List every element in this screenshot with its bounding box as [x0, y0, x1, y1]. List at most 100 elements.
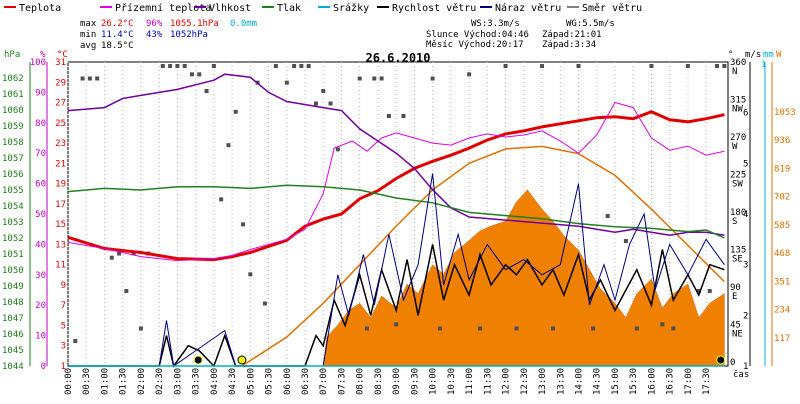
wind-dir-mark-0: [73, 339, 78, 343]
wind-dir-mark-34: [357, 76, 362, 81]
axis-label-x: čas: [733, 369, 749, 380]
wind-dir-mark-25: [273, 64, 278, 68]
stats-min-label: min: [80, 30, 96, 40]
wind-dir-mark-51: [605, 214, 610, 218]
wind-dir-mark-19: [226, 143, 231, 148]
tick-x-13: 06:30: [301, 368, 311, 395]
wind-dir-mark-24: [262, 301, 267, 306]
wind-dir-mark-8: [138, 326, 143, 331]
wind-dir-mark-21: [241, 222, 246, 227]
wind-dir-mark-28: [299, 64, 304, 68]
tick-temp-29: 29: [55, 78, 66, 88]
tick-dir-5: 225: [730, 171, 746, 181]
tick-rain-top: 1: [761, 60, 766, 70]
tick-press-1045: 1045: [2, 346, 24, 356]
wind-dir-mark-29: [306, 64, 311, 68]
wind-dir-mark-44: [478, 326, 483, 331]
tick-press-1057: 1057: [2, 154, 24, 164]
legend-label-gust: Náraz větru: [495, 2, 561, 14]
moonset-marker: [193, 355, 203, 365]
sunrise-marker: [237, 355, 247, 365]
tick-press-1046: 1046: [2, 330, 24, 340]
tick-solar-819: 819: [774, 164, 790, 174]
tick-temp-9: 9: [61, 281, 66, 291]
tick-temp-17: 17: [55, 200, 66, 210]
series-line-3: [67, 184, 725, 239]
tick-wind-3: 3: [743, 261, 748, 271]
tick-dir-6: 270: [730, 133, 746, 143]
tick-solar-351: 351: [774, 277, 790, 287]
axis-label-dir: °: [728, 50, 733, 60]
tick-solar-234: 234: [774, 306, 790, 316]
tick-dir-name-8: N: [732, 67, 737, 77]
stats-sun-rise: Slunce Východ:04:46: [426, 30, 529, 40]
tick-hum-90: 90: [35, 88, 46, 98]
wind-dir-mark-17: [211, 64, 216, 68]
wind-dir-mark-36: [372, 76, 377, 81]
wind-dir-mark-55: [660, 322, 665, 327]
tick-x-12: 06:00: [283, 368, 293, 395]
solar-area: [322, 189, 725, 367]
axis-label-wind: m/s: [745, 50, 761, 60]
wind-dir-mark-46: [514, 326, 519, 331]
wind-dir-mark-54: [649, 64, 654, 68]
tick-press-1044: 1044: [2, 362, 24, 372]
wind-dir-mark-61: [722, 64, 727, 68]
stats-avg-label: avg: [80, 41, 96, 51]
wind-dir-mark-49: [576, 64, 581, 68]
tick-press-1062: 1062: [2, 74, 24, 84]
wind-dir-mark-37: [379, 76, 384, 81]
tick-press-1055: 1055: [2, 186, 24, 196]
wind-dir-mark-47: [540, 64, 545, 68]
wind-dir-mark-50: [591, 326, 596, 331]
wind-dir-mark-38: [386, 114, 391, 118]
tick-press-1053: 1053: [2, 218, 24, 228]
tick-x-31: 15:30: [629, 368, 639, 395]
tick-hum-60: 60: [35, 180, 46, 190]
tick-temp-25: 25: [55, 119, 66, 129]
wind-dir-mark-13: [182, 64, 187, 68]
tick-hum-0: 0: [41, 362, 46, 372]
wind-dir-mark-39: [394, 322, 399, 327]
tick-dir-name-1: NE: [732, 330, 743, 340]
tick-x-16: 08:00: [356, 368, 366, 395]
stats-sun-set: Západ:21:01: [542, 30, 602, 40]
wind-dir-mark-60: [715, 64, 720, 68]
tick-x-1: 00:30: [82, 368, 92, 395]
tick-x-33: 16:30: [666, 368, 676, 395]
tick-solar-117: 117: [774, 334, 790, 344]
tick-x-20: 10:00: [429, 368, 439, 395]
tick-hum-30: 30: [35, 271, 46, 281]
legend-label-hum: Vlhkost: [209, 3, 251, 14]
wind-dir-mark-2: [87, 76, 92, 81]
axis-label-press: hPa: [4, 50, 20, 60]
wind-dir-mark-27: [292, 64, 297, 68]
tick-press-1059: 1059: [2, 122, 24, 132]
tick-press-1054: 1054: [2, 202, 24, 212]
tick-press-1058: 1058: [2, 138, 24, 148]
tick-x-4: 02:00: [137, 368, 147, 395]
tick-dir-name-2: E: [732, 292, 737, 302]
tick-press-1050: 1050: [2, 266, 24, 276]
tick-dir-8: 360: [730, 58, 746, 68]
tick-x-5: 02:30: [155, 368, 165, 395]
stats-max-temp: 26.2°C: [101, 19, 134, 29]
wind-dir-mark-57: [685, 64, 690, 68]
stats-max-label: max: [80, 19, 97, 29]
tick-x-21: 10:30: [447, 368, 457, 395]
tick-hum-40: 40: [35, 240, 46, 250]
wind-dir-mark-5: [117, 251, 122, 256]
tick-x-35: 17:30: [702, 368, 712, 395]
tick-x-29: 14:30: [593, 368, 603, 395]
tick-solar-702: 702: [774, 193, 790, 203]
tick-hum-50: 50: [35, 210, 46, 220]
tick-x-25: 12:30: [520, 368, 530, 395]
tick-x-15: 07:30: [337, 368, 347, 395]
series-line-1: [67, 101, 725, 262]
solar-curve: [241, 145, 725, 367]
legend-label-wind: Rychlost větru: [392, 2, 476, 14]
tick-wind-5: 5: [743, 159, 748, 169]
stats-avg-temp: 18.5°C: [101, 41, 134, 51]
tick-solar-936: 936: [774, 136, 790, 146]
